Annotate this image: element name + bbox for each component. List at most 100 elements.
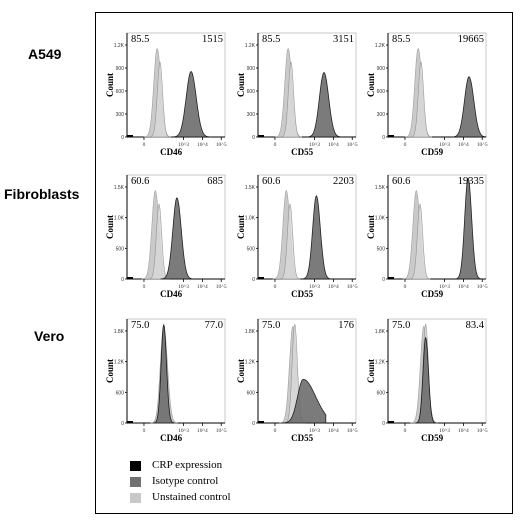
y-tick-label: 0	[252, 421, 255, 427]
histogram-panel-fibroblasts-cd59: 1.5K 1.0K 500 0 0 10^3 10^4 10^5 CD59 Count 60.6 19…	[366, 169, 488, 299]
histogram-panel-a549-cd59: 1.2K 900 600 300 0 0 10^3 10^4 10^5 CD59 Count 85.5…	[366, 27, 488, 157]
gate-marker	[127, 135, 133, 137]
y-tick-label: 500	[377, 246, 386, 252]
y-tick-label: 500	[247, 246, 256, 252]
mfi-label: 19665	[458, 34, 484, 45]
x-tick-label: 10^5	[216, 142, 227, 148]
histogram-panel-vero-cd59: 1.8K 1.2K 600 0 0 10^3 10^4 10^5 CD59 Count 75.0 83…	[366, 313, 488, 443]
x-axis-label: CD55	[291, 433, 313, 443]
x-tick-label: 10^4	[328, 428, 339, 434]
y-tick-label: 1.5K	[114, 185, 125, 191]
mfi-label: 83.4	[466, 320, 485, 331]
y-tick-label: 900	[247, 66, 256, 72]
y-axis-label: Count	[105, 215, 115, 239]
x-axis-label: CD59	[421, 147, 443, 157]
y-tick-label: 0	[382, 277, 385, 283]
x-tick-label: 0	[143, 284, 146, 290]
figure-frame	[95, 12, 513, 514]
y-axis-label: Count	[366, 73, 376, 97]
y-tick-label: 0	[252, 135, 255, 141]
histogram-svg: 1.5K 1.0K 500 0 0 10^3 10^4 10^5 CD55 Count 60.6 22…	[236, 174, 358, 299]
y-tick-label: 1.0K	[375, 216, 386, 222]
y-tick-label: 600	[377, 390, 386, 396]
histogram-svg: 1.8K 1.2K 600 0 0 10^3 10^4 10^5 CD46 Count 75.0 77…	[105, 318, 227, 443]
y-axis-label: Count	[236, 73, 246, 97]
crp-expression-histogram	[415, 336, 437, 424]
x-tick-label: 10^3	[309, 284, 320, 290]
histogram-panel-vero-cd55: 1.8K 1.2K 600 0 0 10^3 10^4 10^5 CD55 Count 75.0 17…	[236, 313, 358, 443]
row-label-a549: A549	[28, 46, 62, 62]
gate-percent-label: 75.0	[392, 320, 410, 331]
gate-percent-label: 60.6	[262, 176, 280, 187]
histogram-svg: 1.8K 1.2K 600 0 0 10^3 10^4 10^5 CD59 Count 75.0 83…	[366, 318, 488, 443]
y-tick-label: 600	[247, 390, 256, 396]
x-tick-label: 10^4	[197, 142, 208, 148]
isotype-control-histogram	[409, 203, 431, 280]
y-tick-label: 600	[247, 89, 256, 95]
gate-percent-label: 85.5	[262, 34, 280, 45]
gate-percent-label: 85.5	[131, 34, 149, 45]
x-tick-label: 10^3	[178, 428, 189, 434]
x-tick-label: 10^5	[347, 428, 358, 434]
x-tick-label: 10^5	[477, 428, 488, 434]
x-tick-label: 10^3	[178, 284, 189, 290]
y-tick-label: 300	[116, 112, 125, 118]
x-axis-label: CD46	[160, 433, 182, 443]
x-tick-label: 10^3	[178, 142, 189, 148]
x-tick-label: 10^3	[439, 284, 450, 290]
y-tick-label: 500	[116, 246, 125, 252]
legend-swatch-unstained	[130, 493, 141, 503]
x-tick-label: 10^5	[216, 428, 227, 434]
crp-expression-histogram	[280, 378, 327, 424]
row-label-vero: Vero	[34, 328, 65, 344]
gate-marker	[258, 277, 264, 279]
x-axis-label: CD46	[160, 289, 182, 299]
mfi-label: 2203	[333, 176, 354, 187]
gate-percent-label: 60.6	[131, 176, 149, 187]
legend-label-crp: CRP expression	[152, 459, 223, 471]
x-tick-label: 10^5	[216, 284, 227, 290]
y-tick-label: 0	[121, 421, 124, 427]
y-tick-label: 300	[377, 112, 386, 118]
histogram-panel-fibroblasts-cd55: 1.5K 1.0K 500 0 0 10^3 10^4 10^5 CD55 Count 60.6 22…	[236, 169, 358, 299]
plot-frame	[387, 318, 487, 424]
x-tick-label: 0	[404, 284, 407, 290]
histogram-panel-fibroblasts-cd46: 1.5K 1.0K 500 0 0 10^3 10^4 10^5 CD46 Count 60.6 68…	[105, 169, 227, 299]
crp-expression-histogram	[454, 177, 483, 280]
y-axis-label: Count	[236, 215, 246, 239]
y-tick-label: 1.2K	[245, 43, 256, 49]
y-tick-label: 1.5K	[245, 185, 256, 191]
y-tick-label: 900	[377, 66, 386, 72]
x-tick-label: 0	[143, 142, 146, 148]
legend-label-unstained: Unstained control	[152, 491, 231, 503]
x-tick-label: 10^4	[458, 428, 469, 434]
mfi-label: 19335	[458, 176, 484, 187]
y-tick-label: 0	[252, 277, 255, 283]
x-axis-label: CD55	[291, 289, 313, 299]
histogram-svg: 1.5K 1.0K 500 0 0 10^3 10^4 10^5 CD46 Count 60.6 68…	[105, 174, 227, 299]
y-tick-label: 600	[377, 89, 386, 95]
histogram-svg: 1.5K 1.0K 500 0 0 10^3 10^4 10^5 CD59 Count 60.6 19…	[366, 174, 488, 299]
y-axis-label: Count	[105, 359, 115, 383]
gate-marker	[127, 277, 133, 279]
histogram-svg: 1.2K 900 600 300 0 0 10^3 10^4 10^5 CD59 Count 85.5…	[366, 32, 488, 157]
plot-frame	[257, 174, 357, 280]
x-tick-label: 10^5	[347, 284, 358, 290]
histogram-svg: 1.2K 900 600 300 0 0 10^3 10^4 10^5 CD55 Count 85.5…	[236, 32, 358, 157]
x-tick-label: 10^4	[197, 428, 208, 434]
histogram-panel-a549-cd46: 1.2K 900 600 300 0 0 10^3 10^4 10^5 CD46 Count 85.5…	[105, 27, 227, 157]
y-tick-label: 1.8K	[375, 329, 386, 335]
gate-percent-label: 60.6	[392, 176, 410, 187]
crp-expression-histogram	[171, 70, 211, 138]
x-tick-label: 10^4	[458, 142, 469, 148]
y-tick-label: 0	[382, 421, 385, 427]
y-tick-label: 1.0K	[245, 216, 256, 222]
y-tick-label: 1.2K	[375, 360, 386, 366]
y-tick-label: 0	[121, 135, 124, 141]
y-tick-label: 300	[247, 112, 256, 118]
isotype-control-histogram	[280, 61, 302, 138]
x-axis-label: CD46	[160, 147, 182, 157]
y-tick-label: 1.0K	[114, 216, 125, 222]
x-tick-label: 10^5	[347, 142, 358, 148]
histogram-panel-a549-cd55: 1.2K 900 600 300 0 0 10^3 10^4 10^5 CD55 Count 85.5…	[236, 27, 358, 157]
